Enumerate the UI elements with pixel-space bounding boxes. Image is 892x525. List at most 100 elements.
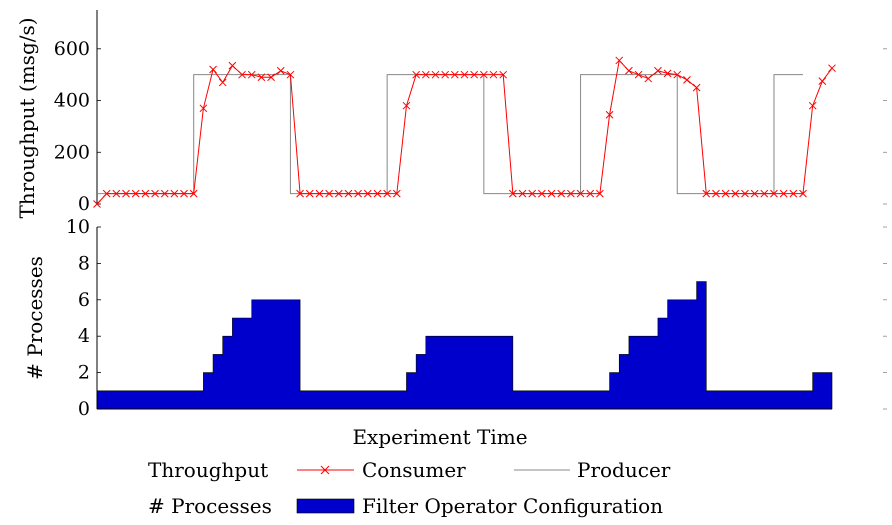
consumer-point: [441, 70, 450, 79]
consumer-point: [160, 189, 169, 198]
consumer-point: [615, 56, 624, 65]
consumer-point: [489, 70, 498, 79]
throughput-y-tick-label: 600: [54, 38, 90, 60]
filter-configuration-area: [96, 281, 833, 410]
consumer-point: [247, 70, 256, 79]
consumer-point: [518, 189, 527, 198]
legend-consumer-text: Consumer: [362, 458, 466, 482]
consumer-point: [392, 189, 401, 198]
consumer-point: [421, 70, 430, 79]
consumer-point: [189, 189, 198, 198]
consumer-point: [808, 101, 817, 110]
consumer-point: [354, 189, 362, 198]
processes-y-tick-label: 8: [78, 252, 90, 274]
consumer-point: [731, 189, 740, 198]
consumer-point: [363, 189, 372, 198]
consumer-point: [586, 189, 595, 198]
consumer-point: [596, 189, 604, 198]
consumer-point: [412, 70, 420, 79]
consumer-point: [692, 83, 701, 92]
processes-y-tick-label: 10: [66, 216, 90, 238]
consumer-point: [528, 189, 537, 198]
consumer-point: [547, 189, 556, 198]
consumer-point: [499, 70, 508, 79]
consumer-point: [305, 189, 314, 198]
throughput-y-tick-label: 400: [54, 90, 90, 112]
consumer-series-line: [96, 59, 833, 205]
consumer-point: [712, 189, 720, 198]
consumer-point: [209, 65, 217, 74]
legend-throughput-label: Throughput: [148, 458, 268, 482]
x-axis-label: Experiment Time: [352, 425, 527, 449]
consumer-point: [402, 101, 411, 110]
consumer-point: [702, 189, 711, 198]
consumer-point: [334, 189, 343, 198]
throughput-y-tick-label: 200: [54, 141, 90, 163]
consumer-point: [102, 189, 111, 198]
consumer-point: [218, 78, 227, 87]
legend-consumer-marker: [320, 465, 330, 475]
consumer-point: [450, 70, 459, 79]
legend-processes-label: # Processes: [148, 494, 272, 518]
consumer-point: [276, 66, 285, 75]
consumer-point: [170, 189, 179, 198]
consumer-point: [576, 189, 585, 198]
processes-y-tick-label: 6: [78, 289, 90, 311]
consumer-point: [199, 104, 208, 113]
consumer-point: [683, 75, 691, 84]
consumer-point: [238, 70, 246, 79]
consumer-point: [654, 66, 662, 75]
consumer-point: [267, 73, 275, 82]
consumer-point: [741, 189, 749, 198]
consumer-point: [122, 189, 130, 198]
processes-y-axis-label: # Processes: [23, 256, 47, 380]
legend-producer-text: Producer: [577, 458, 671, 482]
consumer-point: [257, 73, 266, 82]
consumer-point: [151, 189, 159, 198]
consumer-point: [644, 74, 653, 83]
processes-y-tick-label: 0: [78, 398, 90, 420]
throughput-y-axis-label: Throughput (msg/s): [15, 17, 39, 218]
consumer-point: [828, 64, 836, 73]
legend-filter-swatch: [296, 498, 355, 514]
consumer-point: [605, 110, 614, 119]
consumer-point: [538, 189, 546, 198]
consumer-point: [315, 189, 324, 198]
consumer-point: [112, 189, 121, 198]
consumer-point: [344, 189, 353, 198]
consumer-point: [557, 189, 566, 198]
throughput-panel: 0 200 400 600: [54, 10, 887, 215]
consumer-point: [431, 70, 440, 79]
consumer-point: [567, 189, 575, 198]
consumer-point: [779, 189, 788, 198]
consumer-point: [373, 189, 382, 198]
consumer-point: [383, 189, 391, 198]
consumer-point: [180, 189, 188, 198]
consumer-point: [789, 189, 798, 198]
throughput-y-tick-label: 0: [78, 193, 90, 215]
processes-panel: 0 2 4 6 8 10: [66, 216, 887, 420]
consumer-point: [799, 189, 807, 198]
consumer-point: [228, 61, 237, 70]
consumer-point: [760, 189, 769, 198]
consumer-point: [460, 70, 469, 79]
consumer-point: [625, 66, 633, 75]
processes-y-tick-label: 2: [78, 362, 90, 384]
consumer-point: [470, 70, 479, 79]
consumer-point: [141, 189, 150, 198]
consumer-point: [750, 189, 759, 198]
consumer-point: [721, 189, 730, 198]
consumer-point: [673, 70, 682, 79]
consumer-point: [93, 200, 101, 208]
consumer-point: [818, 77, 827, 85]
consumer-point: [286, 70, 295, 79]
consumer-point: [509, 189, 517, 198]
legend: Throughput Consumer Producer # Processes…: [148, 458, 671, 518]
consumer-point: [296, 189, 304, 198]
consumer-point: [770, 189, 778, 198]
processes-y-tick-label: 4: [78, 325, 90, 347]
consumer-point: [131, 189, 140, 198]
consumer-point: [663, 69, 672, 78]
consumer-point: [479, 70, 488, 79]
